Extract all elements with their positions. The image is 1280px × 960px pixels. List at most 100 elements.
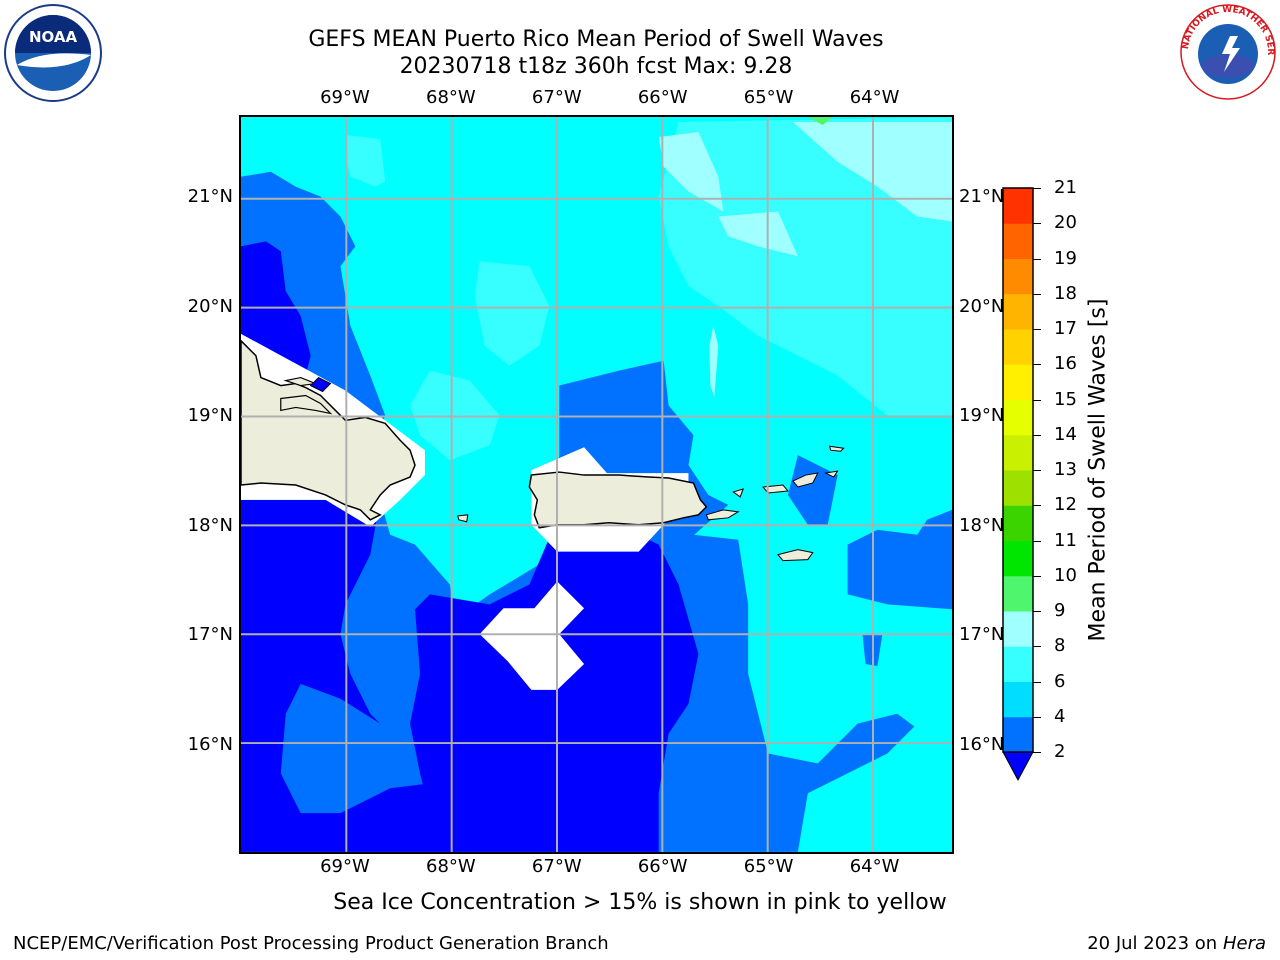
lon-tick-label-top: 69°W <box>320 87 370 108</box>
virgin-islands-1 <box>732 488 744 498</box>
colorbar-tick <box>1033 681 1041 683</box>
colorbar-segment <box>1003 505 1033 541</box>
colorbar-level-label: 18 <box>1054 282 1077 304</box>
svg-text:NOAA: NOAA <box>29 28 78 46</box>
colorbar-under-arrow <box>1002 751 1034 782</box>
st-croix-island <box>777 549 814 562</box>
swell-band-8-9 <box>658 122 952 398</box>
mona-island <box>457 514 469 523</box>
colorbar-level-label: 21 <box>1054 177 1077 198</box>
lat-tick-label-right: 19°N <box>959 405 1005 427</box>
turks-small <box>309 376 332 393</box>
colorbar-level-label: 2 <box>1054 741 1066 762</box>
colorbar-segment <box>1003 470 1033 506</box>
colorbar-tick <box>1033 223 1041 225</box>
colorbar-segment <box>1003 540 1033 577</box>
sea-ice-footnote: Sea Ice Concentration > 15% is shown in … <box>333 890 947 915</box>
chart-subtitle: 20230718 t18z 360h fcst Max: 9.28 <box>399 54 793 79</box>
lat-tick-label-left: 18°N <box>187 514 233 536</box>
colorbar-level-label: 14 <box>1054 423 1077 445</box>
lat-tick-label-left: 17°N <box>187 624 233 646</box>
vieques-island <box>705 509 740 521</box>
puerto-rico-land <box>528 471 708 529</box>
swell-band-under-2 <box>241 241 699 852</box>
virgin-islands-3 <box>792 472 819 488</box>
colorbar-tick <box>1033 188 1041 189</box>
colorbar-tick <box>1033 611 1041 612</box>
hispaniola-north-island <box>280 394 333 415</box>
colorbar-segment <box>1003 646 1033 682</box>
map-gridlines <box>241 117 952 852</box>
lon-tick-label-bot: 65°W <box>743 856 794 877</box>
colorbar-level-label: 6 <box>1054 670 1066 692</box>
lat-tick-label-left: 19°N <box>187 405 233 427</box>
anegada-island <box>829 445 845 452</box>
virgin-islands-4 <box>824 470 839 478</box>
colorbar-level-label: 20 <box>1054 212 1077 234</box>
colorbar-label: Mean Period of Swell Waves [s] <box>1085 298 1111 642</box>
colorbar-segment <box>1003 258 1033 295</box>
colorbar-tick <box>1033 399 1041 401</box>
lat-tick-label-left: 20°N <box>187 295 233 317</box>
colorbar-level-label: 19 <box>1054 247 1077 269</box>
swell-band-4-6-patch <box>797 713 952 852</box>
colorbar-tick <box>1033 364 1041 366</box>
colorbar-tick <box>1033 505 1041 507</box>
lat-tick-label-right: 18°N <box>959 514 1005 536</box>
colorbar-level-label: 12 <box>1054 494 1077 516</box>
colorbar-tick <box>1033 470 1041 471</box>
noaa-logo-icon: NOAA <box>4 4 102 102</box>
colorbar-segment <box>1003 364 1033 400</box>
colorbar-segment <box>1003 329 1033 365</box>
colorbar-tick <box>1033 575 1041 577</box>
lon-tick-label-top: 67°W <box>531 87 582 108</box>
machine-name: Hera <box>1222 933 1266 954</box>
colorbar-tick <box>1033 752 1041 753</box>
lat-tick-label-right: 17°N <box>959 624 1005 646</box>
colorbar-tick <box>1033 434 1041 436</box>
lat-tick-label-left: 21°N <box>187 186 233 208</box>
colorbar-segment <box>1003 681 1033 718</box>
colorbar <box>1002 187 1034 782</box>
colorbar-segment <box>1003 188 1033 224</box>
lon-tick-label-top: 64°W <box>849 87 900 108</box>
lon-tick-label-bot: 66°W <box>637 856 688 877</box>
colorbar-segment <box>1003 716 1033 753</box>
credit-text: NCEP/EMC/Verification Post Processing Pr… <box>13 933 609 954</box>
colorbar-level-label: 8 <box>1054 635 1066 657</box>
date-value: 20 Jul 2023 on <box>1087 933 1223 954</box>
lat-tick-label-right: 20°N <box>959 295 1005 317</box>
colorbar-segment <box>1003 399 1033 436</box>
chart-title: GEFS MEAN Puerto Rico Mean Period of Swe… <box>308 27 884 52</box>
lon-tick-label-top: 66°W <box>637 87 688 108</box>
colorbar-segment <box>1003 434 1033 471</box>
lat-tick-label-left: 16°N <box>187 733 233 755</box>
colorbar-level-label: 15 <box>1054 388 1077 410</box>
nws-logo-icon: NATIONAL WEATHER SERVICE <box>1178 2 1276 100</box>
colorbar-level-label: 17 <box>1054 318 1077 339</box>
map-panel <box>239 115 954 854</box>
virgin-islands-2 <box>762 484 789 494</box>
colorbar-level-label: 13 <box>1054 459 1077 480</box>
lat-tick-label-right: 16°N <box>959 733 1005 755</box>
swell-band-6-8 <box>345 117 952 461</box>
lon-tick-label-bot: 67°W <box>531 856 582 877</box>
lon-tick-label-bot: 68°W <box>425 856 476 877</box>
colorbar-segment <box>1003 223 1033 259</box>
colorbar-tick <box>1033 646 1041 648</box>
colorbar-tick <box>1033 329 1041 330</box>
lon-tick-label-top: 68°W <box>425 87 476 108</box>
lon-tick-label-bot: 69°W <box>320 856 370 877</box>
colorbar-tick <box>1033 258 1041 260</box>
lon-tick-label-top: 65°W <box>743 87 794 108</box>
colorbar-level-label: 10 <box>1054 564 1077 586</box>
colorbar-segment <box>1003 611 1033 647</box>
colorbar-level-label: 9 <box>1054 600 1066 621</box>
colorbar-tick <box>1033 540 1041 542</box>
colorbar-segment <box>1003 293 1033 330</box>
date-text: 20 Jul 2023 on Hera <box>1087 933 1266 954</box>
colorbar-tick <box>1033 716 1041 718</box>
colorbar-level-label: 4 <box>1054 705 1066 727</box>
colorbar-level-label: 11 <box>1054 529 1077 551</box>
swell-band-9-10 <box>807 117 833 126</box>
